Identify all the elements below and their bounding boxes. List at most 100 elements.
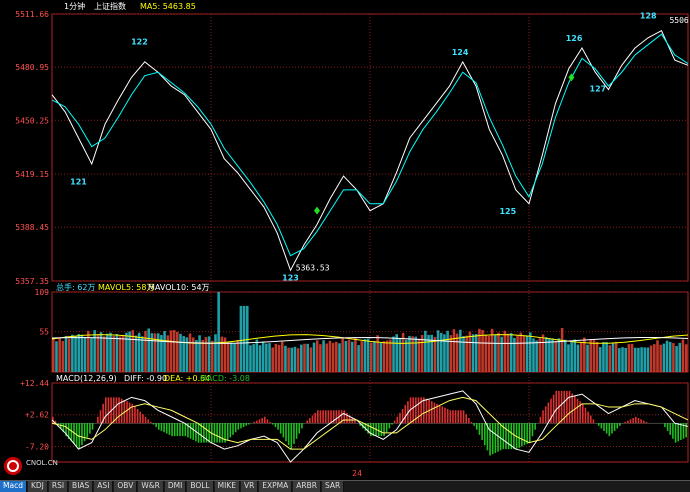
macd-bar [611, 423, 613, 434]
volume-bar [303, 343, 306, 372]
tab-arbr[interactable]: ARBR [293, 481, 321, 492]
tab-mike[interactable]: MIKE [214, 481, 240, 492]
macd-bar [144, 416, 147, 424]
volume-bar [230, 342, 233, 372]
macd-bar [605, 423, 608, 434]
chart-marks [314, 73, 575, 215]
volume-bar [532, 338, 535, 372]
macd-bar [579, 401, 581, 424]
volume-bar [541, 334, 545, 372]
volume-bar [347, 339, 351, 372]
macd-bar [521, 423, 523, 447]
macd-bar [473, 423, 475, 426]
period-label: 1分钟 [64, 1, 85, 11]
macd-bar [327, 410, 330, 424]
volume-bar [360, 341, 364, 372]
volume-bar [529, 332, 532, 372]
macd-bar [383, 423, 385, 437]
volume-bar [598, 347, 602, 372]
annotation-label: 126 [566, 34, 583, 43]
volume-bar [414, 336, 418, 372]
macd-bar [65, 423, 67, 437]
y-tick-label: 109 [35, 288, 50, 297]
macd-bar [587, 411, 589, 424]
volume-bar [624, 347, 627, 372]
tab-dmi[interactable]: DMI [164, 481, 187, 492]
tab-sar[interactable]: SAR [322, 481, 345, 492]
macd-bar [505, 423, 507, 450]
macd-bar [542, 410, 544, 424]
macd-bar [340, 410, 343, 424]
macd-bar [589, 415, 592, 424]
volume-bar [649, 345, 653, 372]
macd-bar [165, 423, 168, 434]
volume-bar [214, 334, 217, 372]
tab-macd[interactable]: Macd [0, 481, 27, 492]
macd-bar [343, 410, 346, 424]
tab-expma[interactable]: EXPMA [259, 481, 293, 492]
macd-bar [420, 397, 422, 424]
macd-bar [67, 423, 70, 439]
volume-bar [195, 340, 198, 372]
macd-bar [83, 423, 86, 442]
tab-bias[interactable]: BIAS [69, 481, 94, 492]
volume-bar [395, 334, 399, 372]
volume-bar [424, 330, 427, 372]
volume-bar [560, 327, 564, 372]
macd-bar [377, 423, 380, 437]
macd-bar [404, 405, 407, 424]
volume-bar [516, 335, 519, 372]
volume-bar [643, 347, 647, 372]
tab-obv[interactable]: OBV [114, 481, 138, 492]
macd-bar [391, 423, 393, 425]
macd-bar [576, 398, 579, 424]
macd-bar [136, 408, 139, 424]
macd-bar [306, 420, 308, 424]
volume-bar [672, 343, 675, 372]
volume-bar [443, 334, 446, 372]
volume-bar [90, 337, 93, 372]
volume-bar [544, 337, 548, 372]
tab-rsi[interactable]: RSI [48, 481, 69, 492]
volume-bar [226, 341, 230, 372]
macd-bar [425, 398, 428, 424]
macd-bar [518, 423, 520, 448]
y-tick-label: +2.62 [25, 411, 49, 420]
tab-boll[interactable]: BOLL [187, 481, 214, 492]
macd-bar [603, 423, 605, 431]
volume-bar [137, 332, 141, 372]
macd-bar [81, 423, 83, 446]
grid-lines [51, 13, 689, 463]
macd-bar [529, 423, 531, 443]
volume-bar [370, 342, 373, 372]
macd-bar [560, 390, 563, 424]
volume-bar [446, 330, 449, 372]
tab-wr[interactable]: W&R [138, 481, 164, 492]
macd-bar [497, 423, 499, 452]
volume-bar [255, 339, 259, 372]
volume-bar [618, 348, 621, 372]
macd-bar [301, 423, 303, 429]
macd-bar [245, 423, 248, 426]
volume-bar [646, 347, 650, 372]
volume-bar [172, 330, 176, 372]
volume-bar [379, 342, 383, 372]
macd-dea: DEA: +0.64 [164, 374, 210, 383]
macd-value: MACD: -3.08 [200, 374, 250, 383]
tab-asi[interactable]: ASI [94, 481, 114, 492]
volume-bar [121, 334, 125, 372]
macd-bar [423, 397, 425, 424]
volume-bar [579, 341, 583, 372]
macd-bar [293, 423, 295, 444]
volume-bar [462, 336, 465, 372]
y-axis: 5357.35 5388.45 5419.15 5450.25 5480.95 5511.… [15, 10, 49, 451]
macd-bar [364, 423, 367, 431]
tab-vr[interactable]: VR [240, 481, 259, 492]
volume-bar [128, 331, 131, 372]
y-tick-label: 5450.25 [15, 116, 49, 125]
tab-kdj[interactable]: KDJ [27, 481, 48, 492]
volume-bar [236, 339, 240, 372]
macd-bar [380, 423, 383, 437]
volume-bar [404, 339, 408, 372]
macd-bar [171, 423, 173, 437]
